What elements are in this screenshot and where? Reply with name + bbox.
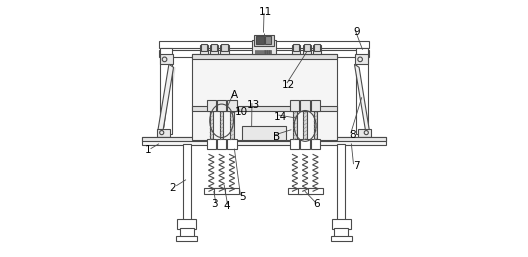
Bar — [356, 48, 368, 134]
Bar — [220, 45, 229, 54]
Bar — [265, 36, 271, 44]
Bar — [192, 54, 337, 59]
Text: 11: 11 — [259, 7, 272, 16]
Bar — [290, 100, 299, 111]
Bar — [230, 111, 233, 140]
Bar — [314, 111, 317, 140]
Bar — [293, 45, 300, 54]
Bar — [160, 48, 172, 134]
Bar — [293, 44, 299, 51]
Bar — [157, 128, 171, 137]
Bar — [265, 50, 267, 54]
Bar — [227, 139, 237, 149]
Text: 7: 7 — [353, 161, 360, 171]
Bar — [298, 188, 313, 194]
Bar — [183, 144, 191, 220]
Text: 5: 5 — [239, 192, 246, 201]
Bar — [254, 35, 274, 46]
Bar — [206, 139, 216, 149]
Bar — [211, 44, 217, 51]
Text: 12: 12 — [282, 80, 295, 90]
Bar — [210, 111, 213, 140]
Bar — [200, 45, 208, 54]
Bar — [192, 106, 337, 111]
Bar — [300, 100, 310, 111]
Polygon shape — [354, 64, 370, 134]
Bar — [357, 128, 371, 137]
Text: 3: 3 — [211, 199, 218, 209]
Bar — [293, 111, 297, 140]
Bar — [334, 228, 348, 237]
Bar — [252, 40, 276, 54]
Bar — [204, 188, 219, 194]
Bar — [267, 50, 269, 54]
Bar — [311, 100, 320, 111]
Bar — [314, 44, 320, 51]
Bar — [220, 111, 223, 140]
Bar — [214, 188, 229, 194]
Bar — [242, 126, 286, 140]
Text: 6: 6 — [314, 199, 320, 209]
Bar — [142, 137, 386, 141]
Bar — [176, 236, 197, 241]
Bar — [300, 139, 310, 149]
Bar — [337, 144, 345, 220]
Bar — [206, 100, 216, 111]
Bar — [256, 36, 264, 44]
Bar — [221, 44, 228, 51]
Bar — [177, 219, 196, 229]
Bar — [261, 50, 262, 54]
Bar — [217, 139, 226, 149]
Text: 1: 1 — [145, 145, 151, 155]
Bar — [158, 41, 370, 48]
Bar — [192, 54, 337, 140]
Bar — [210, 45, 218, 54]
Bar — [180, 228, 194, 237]
Bar — [259, 50, 260, 54]
Bar — [225, 188, 239, 194]
Text: 9: 9 — [354, 27, 360, 37]
Bar — [201, 44, 207, 51]
Text: 4: 4 — [223, 201, 230, 210]
Bar — [217, 100, 226, 111]
Text: 10: 10 — [235, 107, 248, 117]
Text: 8: 8 — [350, 130, 356, 140]
Bar — [159, 54, 173, 64]
Bar — [331, 236, 352, 241]
Bar — [255, 50, 256, 54]
Bar — [142, 137, 386, 145]
Bar — [269, 50, 271, 54]
Bar — [332, 219, 351, 229]
Bar — [303, 45, 311, 54]
Bar — [263, 50, 265, 54]
Bar — [290, 139, 299, 149]
Bar — [288, 188, 302, 194]
Bar — [355, 54, 369, 64]
Text: 14: 14 — [274, 112, 287, 122]
Text: 2: 2 — [169, 183, 176, 192]
Bar — [158, 50, 370, 57]
Text: B: B — [272, 132, 280, 142]
Bar — [304, 44, 310, 51]
Text: A: A — [231, 90, 239, 100]
Polygon shape — [158, 64, 174, 134]
Bar — [304, 111, 307, 140]
Bar — [308, 188, 323, 194]
Bar — [311, 139, 320, 149]
Bar — [227, 100, 237, 111]
Text: 13: 13 — [247, 100, 260, 110]
Bar — [313, 45, 321, 54]
Bar — [257, 50, 258, 54]
